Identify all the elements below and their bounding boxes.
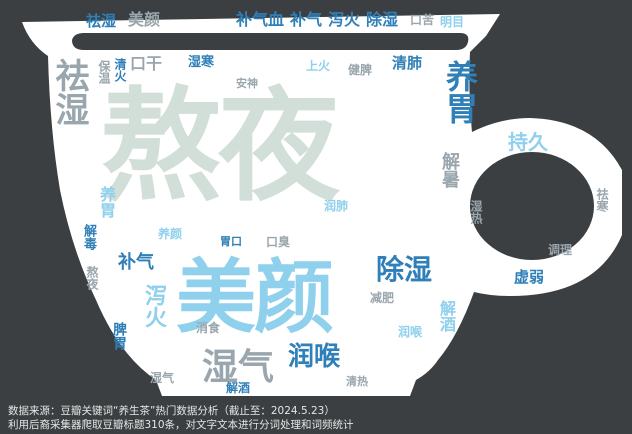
word-jianfei: 减肥	[370, 291, 395, 305]
word-qingre: 清热	[346, 375, 368, 388]
word-aoye2: 熬夜	[85, 266, 99, 290]
word-xuruo: 虚弱	[514, 268, 545, 286]
word-chushi2: 除湿	[366, 10, 399, 29]
cup-handle-hole	[470, 152, 594, 260]
word-shihan: 湿寒	[188, 55, 215, 70]
word-xiaoshi: 消食	[196, 321, 221, 335]
word-yangwei2: 养胃	[97, 186, 116, 218]
word-jiedu: 解毒	[81, 224, 96, 250]
word-chushi: 除湿	[376, 253, 433, 286]
word-mingmu: 明目	[440, 15, 465, 29]
word-baowen: 保温	[97, 60, 111, 84]
word-quhan: 祛寒	[595, 188, 609, 212]
word-meiyan: 美颜	[176, 251, 334, 344]
word-aoye: 熬夜	[100, 76, 340, 218]
word-kougan: 口苦	[410, 13, 435, 27]
word-xiehuo2: 泻火	[328, 10, 361, 29]
word-shiqi: 湿气	[202, 347, 275, 388]
word-kouqi: 口干	[130, 54, 163, 73]
word-yangwei: 养胃	[441, 60, 479, 124]
cup-rim-stripe	[72, 33, 469, 50]
word-runhou: 润喉	[288, 342, 341, 372]
word-chijiu: 持久	[508, 130, 548, 154]
word-anshen: 安神	[236, 77, 258, 90]
word-qinghuo: 清火	[113, 58, 127, 82]
word-shire: 湿热	[469, 200, 483, 224]
word-kouchou: 口臭	[266, 235, 291, 249]
word-meiyan2: 美颜	[128, 10, 161, 29]
word-shanghuo: 上火	[306, 59, 331, 73]
cup-body	[22, 14, 622, 396]
word-runhou2: 润喉	[398, 325, 423, 339]
word-jiejiu: 解酒	[437, 300, 456, 332]
word-pifu: 脾胃	[111, 322, 127, 350]
word-jianpi: 健脾	[348, 63, 373, 77]
word-xiehuo: 泻火	[141, 284, 166, 328]
word-shiqi2: 湿气	[150, 371, 175, 385]
word-tiaoli: 调理	[548, 243, 573, 257]
word-qushi: 祛湿	[49, 58, 89, 126]
word-yangyan: 养颜	[158, 227, 183, 241]
word-jieshu: 解暑	[439, 152, 460, 188]
word-buqi2: 补气	[290, 10, 323, 29]
word-qushi2: 祛湿	[86, 12, 117, 30]
word-buqi: 补气	[118, 252, 154, 273]
word-buqixue: 补气血	[236, 10, 285, 29]
word-runfei: 润肺	[324, 199, 349, 213]
word-yangfei: 清肺	[392, 54, 423, 72]
word-jiejiu2: 解酒	[226, 381, 251, 395]
caption-line-2: 利用后裔采集器爬取豆瓣标题310条，对文字文本进行分词处理和词频统计	[8, 419, 354, 431]
caption-line-1: 数据来源：豆瓣关键词“养生茶”热门数据分析（截止至：2024.5.23）	[8, 405, 335, 417]
word-weiwei: 胃口	[220, 235, 242, 248]
